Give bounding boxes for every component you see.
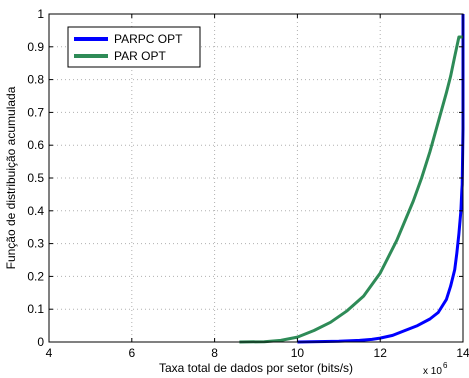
y-tick-label: 0.5: [27, 171, 44, 185]
y-tick-label: 0.9: [27, 40, 44, 54]
legend-box: [67, 26, 201, 68]
x-tick-label: 6: [128, 346, 135, 360]
x-axis-multiplier: x 10 6: [423, 361, 448, 377]
x-tick-label: 14: [456, 346, 469, 360]
y-tick-label: 0.7: [27, 105, 44, 119]
y-tick-label: 1: [37, 7, 44, 21]
y-tick-label: 0.3: [27, 237, 44, 251]
y-axis-label: Função de distribuição acumulada: [4, 86, 18, 269]
x-axis-multiplier-base: x 10: [423, 366, 442, 377]
y-tick-label: 0.1: [27, 302, 44, 316]
legend-label: PARPC OPT: [114, 32, 183, 46]
series-line-par-opt: [239, 35, 463, 344]
x-tick-label: 4: [46, 346, 53, 360]
legend-label: PAR OPT: [114, 49, 166, 63]
y-tick-label: 0.8: [27, 73, 44, 87]
legend: PARPC OPT PAR OPT: [67, 26, 201, 68]
y-tick-label: 0: [37, 335, 44, 349]
y-tick-label: 0.6: [27, 138, 44, 152]
x-tick-label: 10: [291, 346, 305, 360]
x-tick-label: 12: [374, 346, 388, 360]
series-line-parpc-opt: [297, 14, 465, 344]
x-tick-label: 8: [211, 346, 218, 360]
y-tick-label: 0.2: [27, 269, 44, 283]
y-tick-label: 0.4: [27, 204, 44, 218]
tick-layer: 4 6 8 10 12 14 0 0.1 0.2 0.3 0.4 0.5 0.6 0.7 0.8 0.9 1: [27, 7, 469, 360]
x-axis-multiplier-exponent: 6: [443, 361, 448, 370]
series-layer: [239, 14, 465, 344]
x-axis-label: Taxa total de dados por setor (bits/s): [159, 361, 353, 375]
